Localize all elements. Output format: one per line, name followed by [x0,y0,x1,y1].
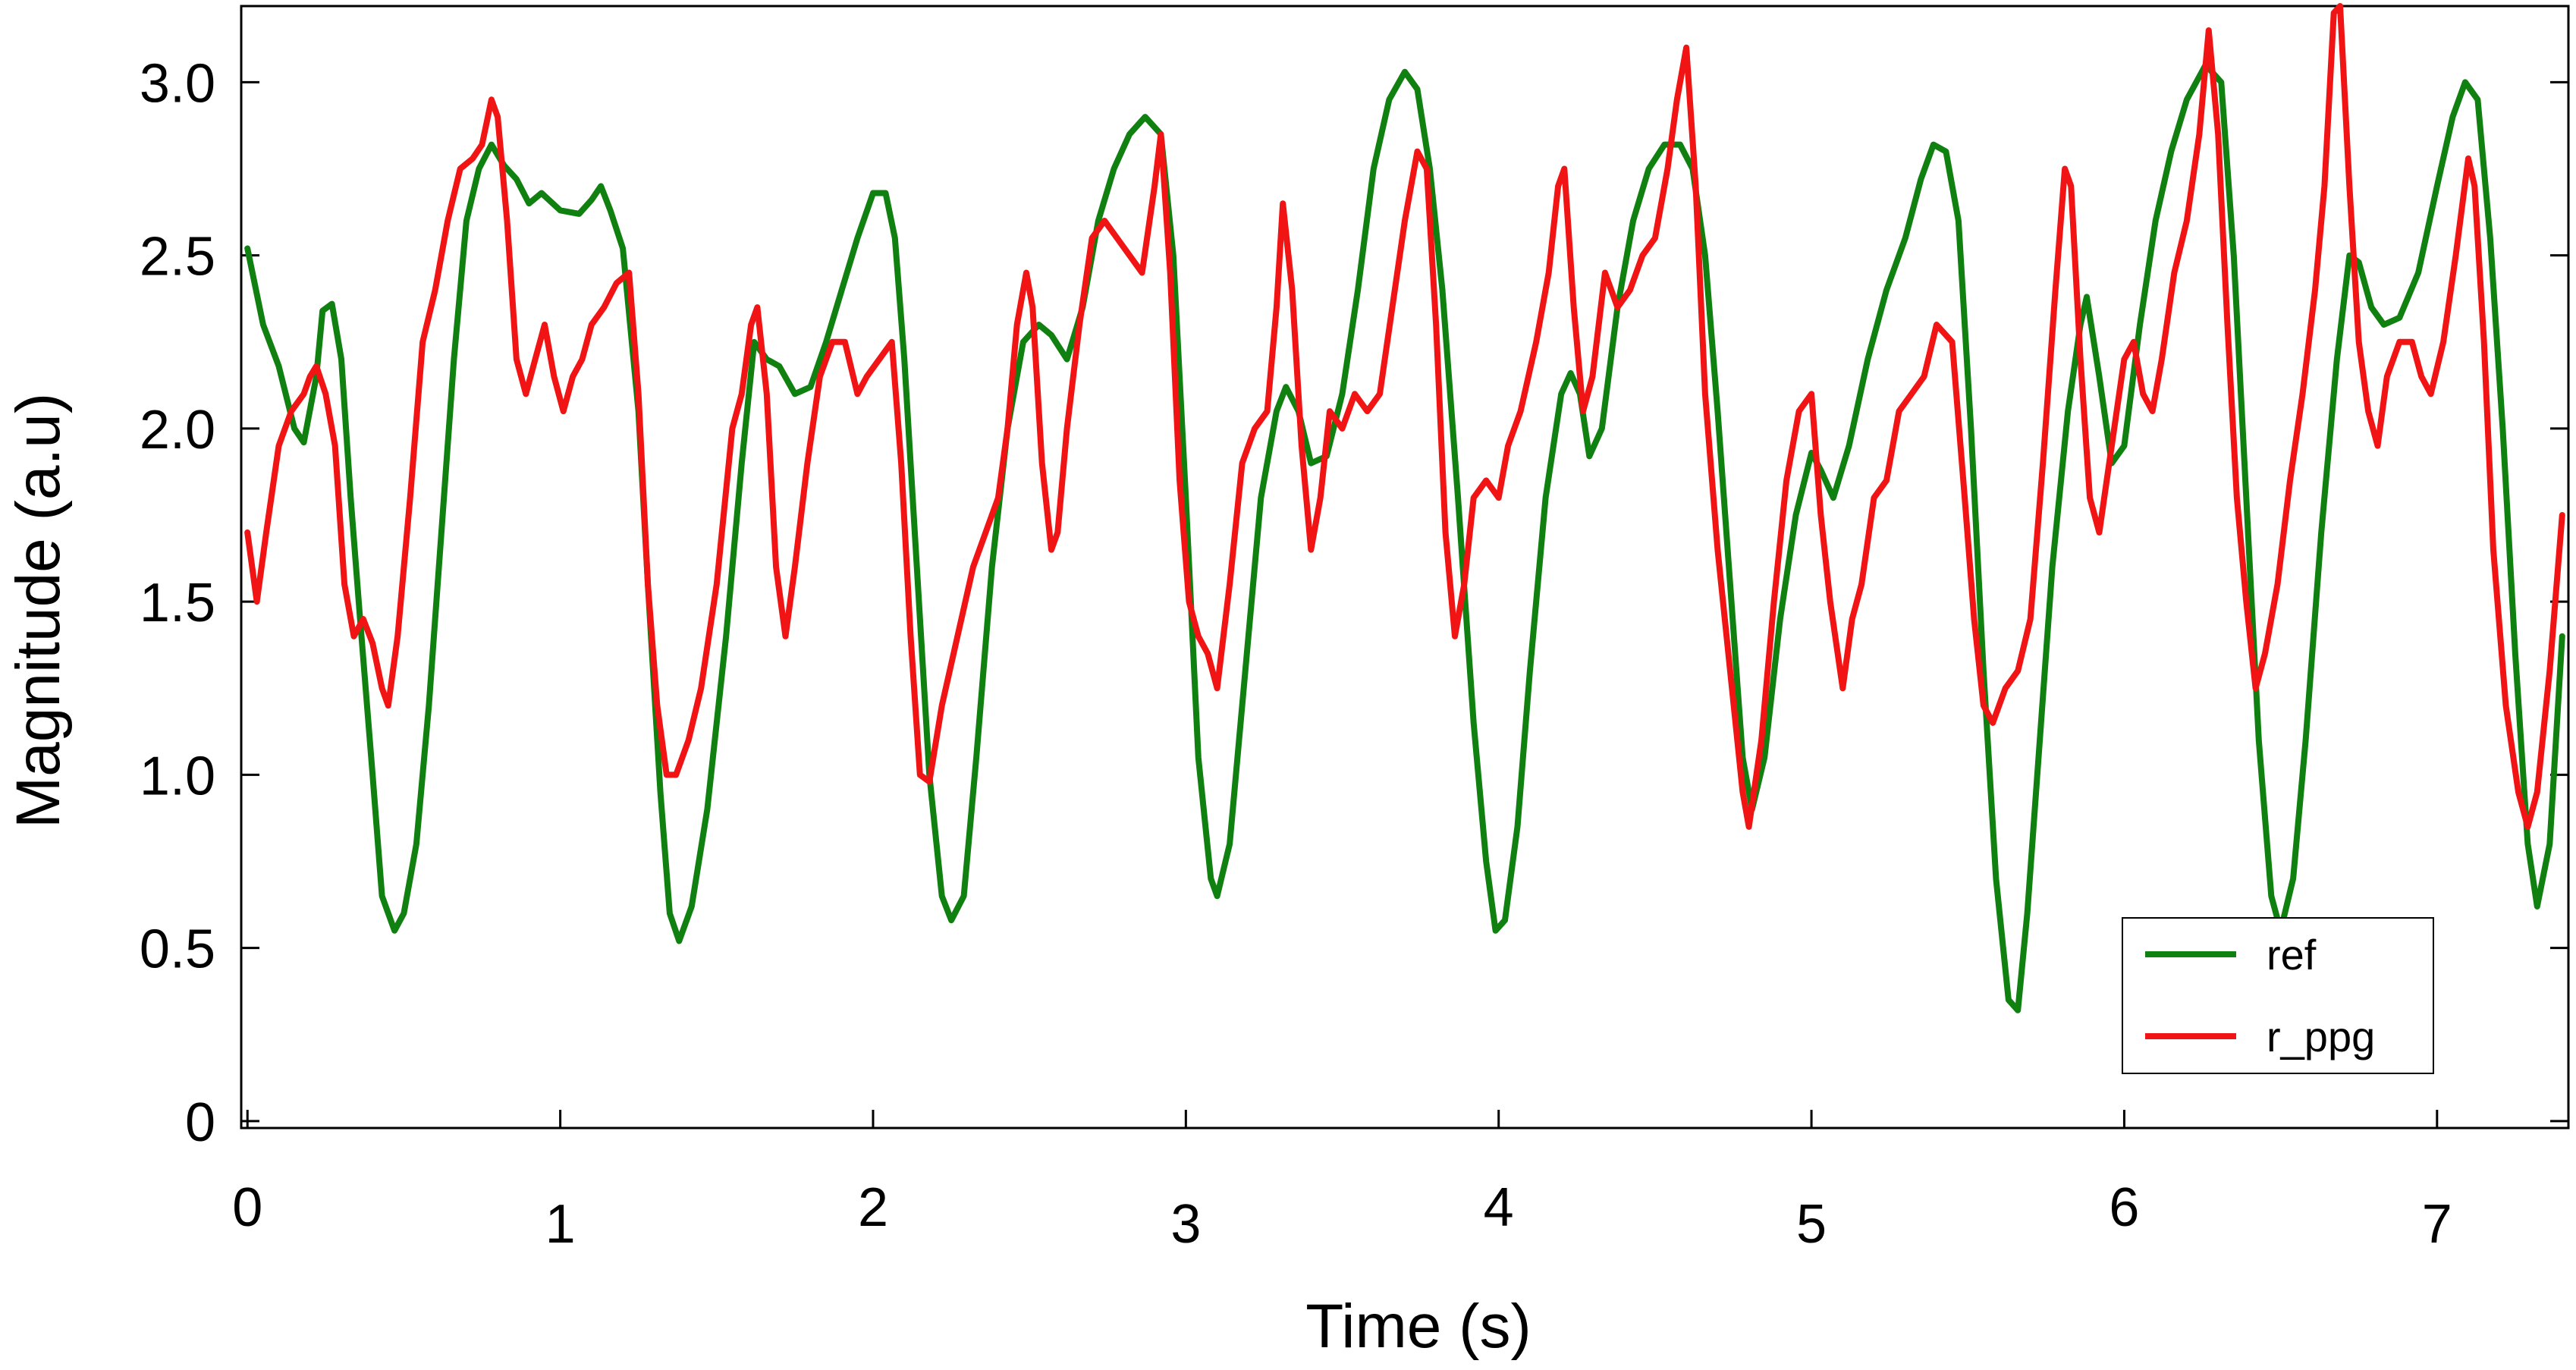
x-tick-label: 6 [2109,1177,2139,1238]
plot-border [240,5,2570,1130]
legend-box [2122,917,2434,1074]
legend-label-ref: ref [2267,931,2317,979]
y-tick-label: 2.5 [140,227,215,288]
y-tick-label: 1.5 [140,573,215,633]
series-line-ref [244,61,2565,1013]
x-tick-label: 1 [545,1194,576,1255]
legend: ref r_ppg [2122,917,2434,1074]
y-tick-label: 2.0 [140,400,215,460]
legend-label-r-ppg: r_ppg [2267,1013,2375,1060]
tick-labels: 0 1 2 3 4 5 6 7 0 0.5 1.0 1.5 2.0 2.5 3.0 [140,53,2452,1255]
x-tick-label: 0 [232,1177,262,1238]
x-axis-label: Time (s) [1305,1292,1531,1361]
x-tick-label: 7 [2422,1194,2452,1255]
series-line-r-ppg [244,3,2565,830]
y-tick-label: 0 [185,1092,215,1153]
x-tick-label: 5 [1796,1194,1827,1255]
x-tick-label: 2 [858,1177,888,1238]
y-axis-label: Magnitude (a.u) [4,393,73,828]
y-tick-label: 3.0 [140,53,215,114]
y-tick-label: 0.5 [140,919,215,980]
plot-area [240,5,2570,1130]
series-layer [244,3,2565,1013]
y-tick-label: 1.0 [140,746,215,806]
x-tick-label: 3 [1170,1194,1201,1255]
x-tick-label: 4 [1484,1177,1514,1238]
